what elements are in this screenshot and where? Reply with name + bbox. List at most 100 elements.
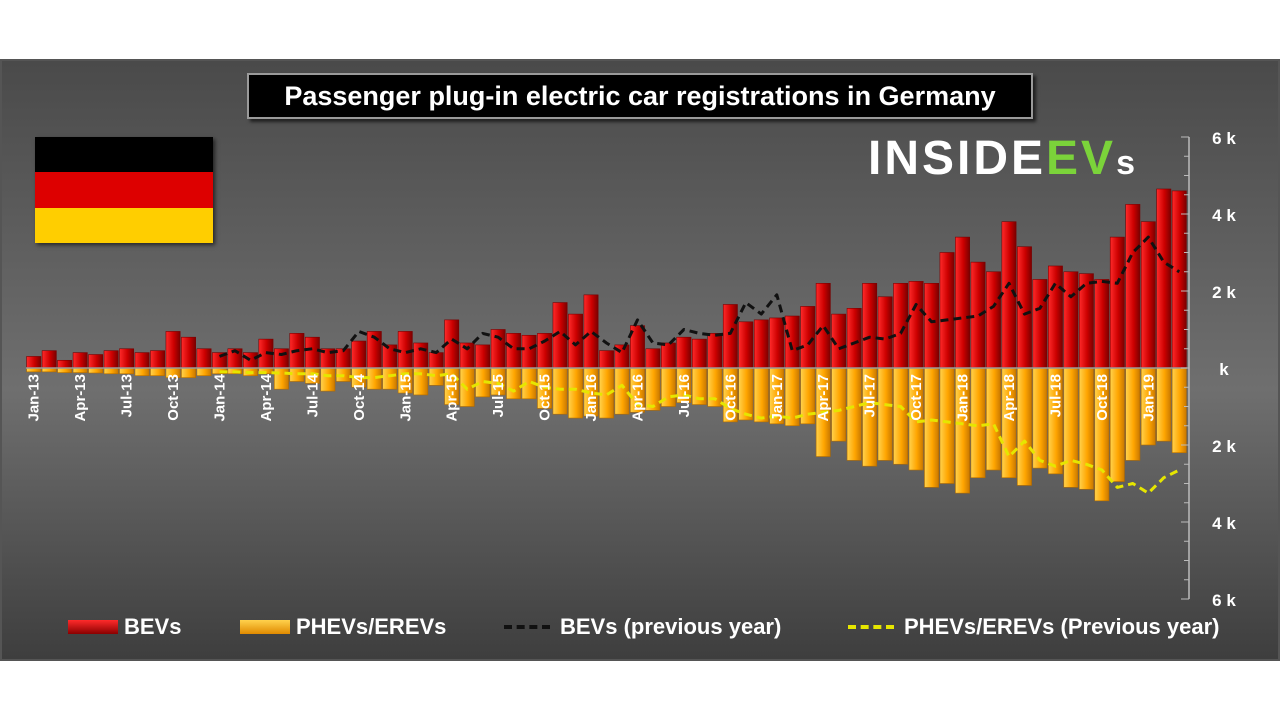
bev-bar — [691, 338, 707, 369]
x-tick-label: Apr-15 — [444, 374, 461, 422]
phev-bar — [1109, 367, 1125, 482]
legend-item-bevs: BEVs — [68, 611, 181, 643]
phev-bar — [119, 367, 135, 375]
y-tick-label: 2 k — [1212, 283, 1236, 302]
x-tick-label: Jan-16 — [583, 374, 600, 422]
bev-bar — [753, 319, 769, 369]
x-tick-label: Jul-17 — [862, 374, 879, 417]
bev-bar — [893, 283, 909, 369]
phev-bar — [150, 367, 166, 376]
bev-bar — [1032, 279, 1048, 369]
phev-bar — [1156, 367, 1172, 442]
bev-bar — [583, 294, 599, 369]
bev-bar — [908, 281, 924, 369]
bev-bar — [134, 352, 150, 369]
bev-bar — [660, 342, 676, 369]
bev-bar — [72, 352, 88, 369]
bev-bar — [1156, 188, 1172, 369]
y-tick-label: 4 k — [1212, 514, 1236, 533]
bev-bar — [506, 333, 522, 369]
bev-bar — [769, 317, 785, 369]
bev-bar — [939, 252, 955, 369]
phev-bar — [382, 367, 398, 390]
chart-plot: Jan-13 Apr-13 Jul-13 Oct-13 Jan-14 Apr-14 Jul-… — [26, 129, 1237, 610]
logo-part-inside: INSIDE — [868, 132, 1047, 185]
bev-previous-year-line — [218, 235, 1181, 362]
bev-bar — [382, 344, 398, 369]
phev-bar — [428, 367, 444, 386]
phev-bar — [893, 367, 909, 465]
flag-stripe-black — [35, 137, 213, 173]
bev-bar — [428, 352, 444, 369]
phev-bar — [1063, 367, 1079, 488]
bev-bar — [103, 350, 119, 369]
bev-bar — [1171, 190, 1187, 369]
chart-title: Passenger plug-in electric car registrat… — [247, 73, 1033, 119]
x-tick-label: Jul-16 — [676, 374, 693, 417]
phev-bar — [273, 367, 289, 390]
bev-bar — [1047, 265, 1063, 369]
bev-bar — [196, 348, 212, 369]
x-tick-label: Jan-17 — [769, 374, 786, 422]
bev-bar — [924, 283, 940, 369]
x-tick-label: Jan-14 — [212, 373, 229, 421]
phev-bar — [939, 367, 955, 484]
logo-part-s: s — [1116, 144, 1138, 182]
bev-bar — [1125, 204, 1141, 369]
bev-bar — [645, 348, 661, 369]
axes — [26, 136, 1190, 600]
x-tick-label: Oct-13 — [165, 374, 182, 421]
phev-bar — [1017, 367, 1032, 486]
bev-bar — [537, 333, 553, 369]
phev-bar — [707, 367, 723, 407]
bev-bar — [57, 359, 73, 369]
phev-bar — [986, 367, 1001, 471]
x-tick-label: Apr-17 — [815, 374, 832, 422]
bev-bar — [150, 350, 166, 369]
phev-bar — [1078, 367, 1094, 490]
bev-bar — [846, 308, 862, 369]
phev-bar — [738, 367, 754, 421]
x-tick-label: Apr-16 — [629, 374, 646, 422]
bev-bar — [397, 331, 413, 369]
phev-bar — [88, 367, 104, 374]
y-tick-label: 6 k — [1212, 129, 1236, 148]
x-tick-label: Apr-18 — [1001, 374, 1018, 422]
bev-bar — [986, 271, 1001, 369]
bev-bar — [784, 315, 800, 369]
bev-bar — [490, 329, 506, 369]
bev-bar — [41, 350, 57, 369]
bev-bar — [413, 342, 429, 369]
bev-bar — [475, 344, 491, 369]
bev-bar — [1094, 279, 1110, 369]
y-tick-label: 2 k — [1212, 437, 1236, 456]
x-tick-label: Jul-14 — [304, 373, 321, 417]
bev-bar — [88, 354, 104, 369]
phev-bar — [196, 367, 212, 376]
previous-year-lines — [218, 235, 1181, 495]
flag-stripe-gold — [35, 207, 213, 243]
bev-bar — [119, 348, 135, 369]
phev-bar — [552, 367, 568, 415]
phev-bar — [970, 367, 986, 479]
phev-bar — [831, 367, 847, 442]
flag-stripe-red — [35, 172, 213, 208]
x-tick-label: Oct-16 — [722, 374, 739, 421]
x-tick-label: Oct-15 — [537, 374, 554, 421]
bev-bar — [1109, 236, 1125, 369]
phev-bar — [846, 367, 862, 461]
x-tick-label: Jan-13 — [26, 374, 43, 422]
phev-bar — [877, 367, 893, 461]
phev-bar — [1032, 367, 1048, 469]
bev-bar — [722, 304, 738, 369]
bev-bar — [243, 352, 258, 369]
phev-bar — [134, 367, 150, 376]
bev-bar — [599, 350, 614, 369]
y-tick-label: k — [1219, 360, 1229, 379]
x-tick-label: Oct-14 — [351, 373, 368, 420]
x-tick-label: Apr-14 — [258, 373, 275, 421]
legend-label-phevs-previous-year: PHEVs/EREVs (Previous year) — [904, 614, 1220, 639]
chart-frame: Jan-13 Apr-13 Jul-13 Oct-13 Jan-14 Apr-14 Jul-… — [0, 59, 1280, 661]
x-tick-label: Apr-13 — [72, 374, 89, 422]
legend-swatch-bevs — [68, 620, 118, 634]
